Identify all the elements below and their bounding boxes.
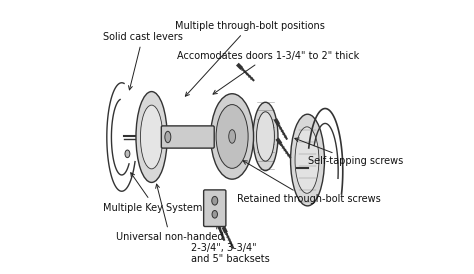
Ellipse shape xyxy=(125,150,130,158)
Ellipse shape xyxy=(212,210,218,218)
Text: Multiple Key Systems: Multiple Key Systems xyxy=(103,173,207,213)
Text: 2-3/4", 3-3/4"
and 5" backsets: 2-3/4", 3-3/4" and 5" backsets xyxy=(191,225,270,264)
Ellipse shape xyxy=(216,105,248,168)
Text: Accomodates doors 1-3/4" to 2" thick: Accomodates doors 1-3/4" to 2" thick xyxy=(177,51,360,94)
Ellipse shape xyxy=(140,105,163,169)
Ellipse shape xyxy=(295,127,319,193)
Ellipse shape xyxy=(165,131,171,143)
Text: Retained through-bolt screws: Retained through-bolt screws xyxy=(237,161,381,204)
Text: Solid cast levers: Solid cast levers xyxy=(103,32,182,90)
Text: Self-tapping screws: Self-tapping screws xyxy=(295,138,403,166)
Ellipse shape xyxy=(229,130,236,143)
Ellipse shape xyxy=(212,196,218,205)
Ellipse shape xyxy=(256,112,274,161)
Text: Multiple through-bolt positions: Multiple through-bolt positions xyxy=(174,21,325,96)
FancyBboxPatch shape xyxy=(204,190,226,227)
Ellipse shape xyxy=(136,92,167,182)
Ellipse shape xyxy=(210,94,254,179)
Text: Universal non-handed: Universal non-handed xyxy=(116,184,224,242)
FancyBboxPatch shape xyxy=(161,126,214,148)
Ellipse shape xyxy=(291,114,325,206)
Ellipse shape xyxy=(253,102,278,171)
